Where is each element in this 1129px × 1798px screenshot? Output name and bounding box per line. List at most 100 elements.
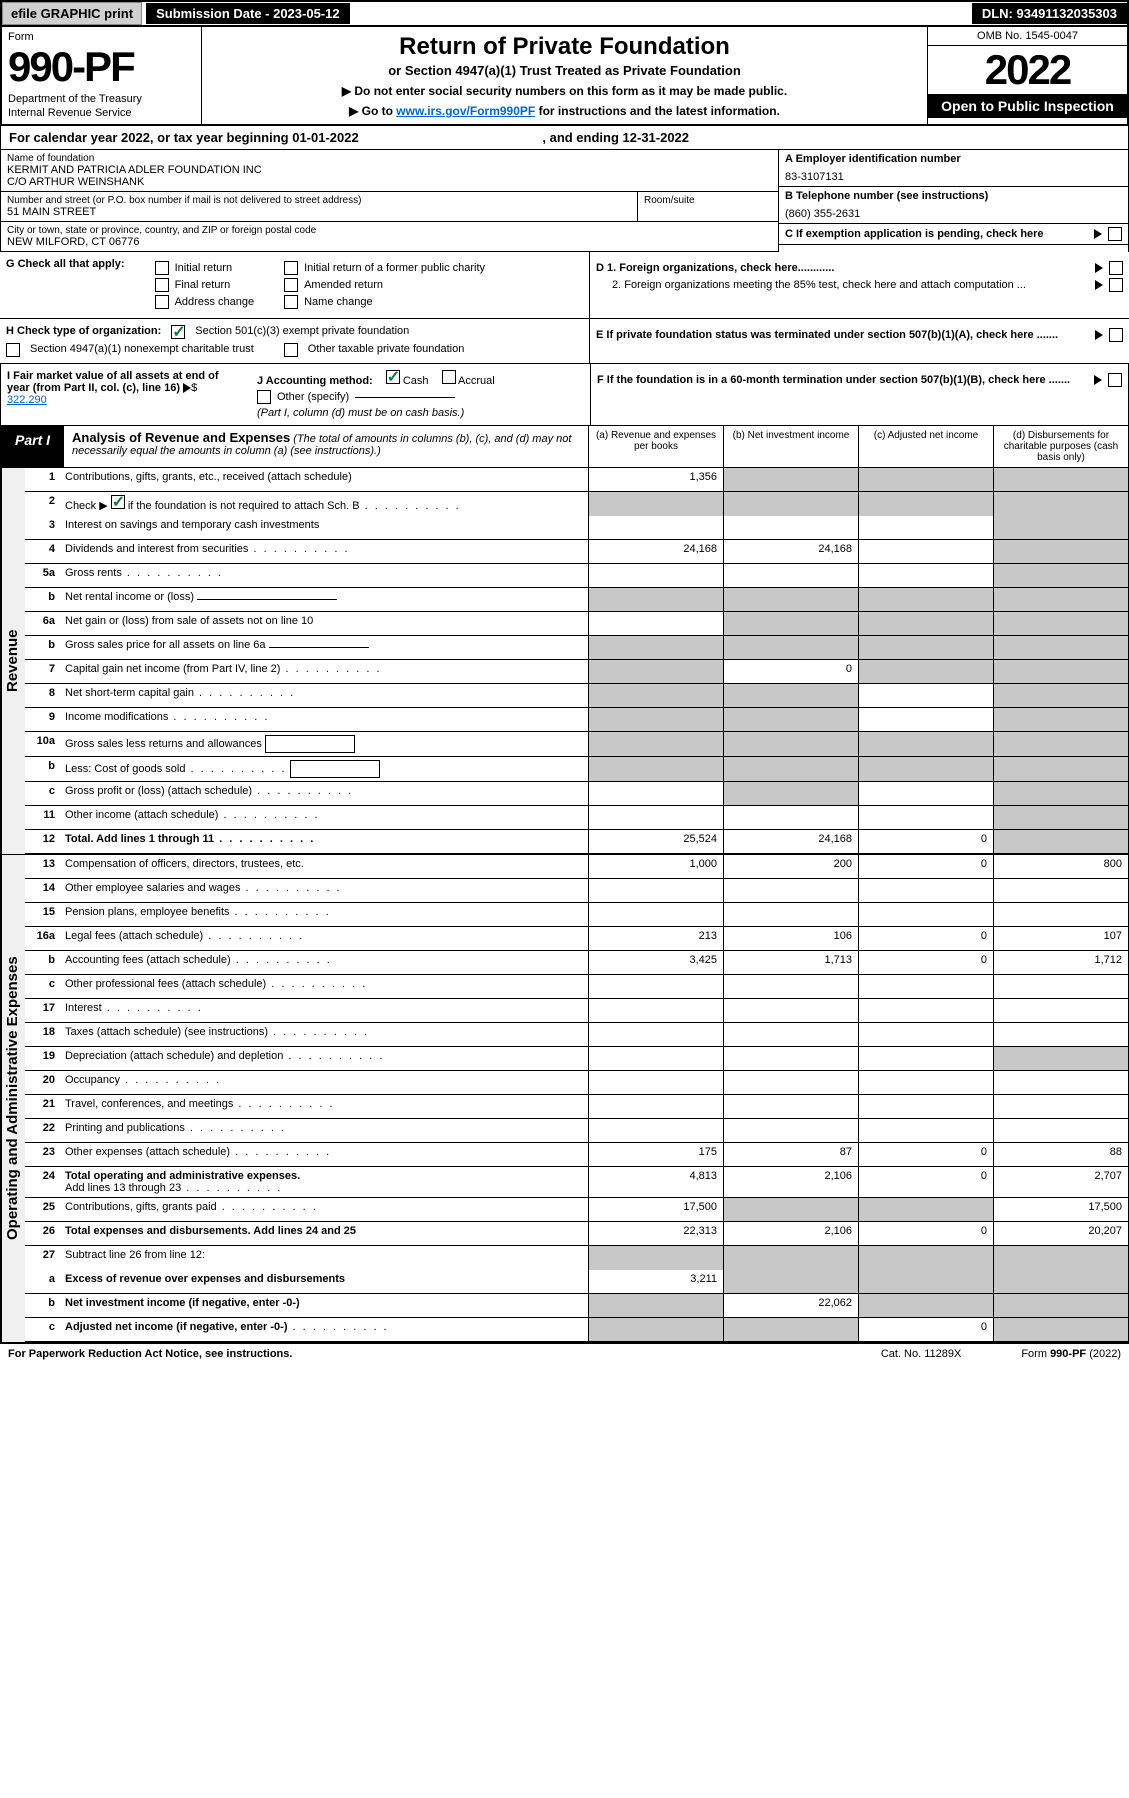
l20-a xyxy=(588,1071,723,1094)
d1-checkbox[interactable] xyxy=(1109,261,1123,275)
l1-num: 1 xyxy=(25,468,61,491)
l22-a xyxy=(588,1119,723,1142)
paperwork-notice: For Paperwork Reduction Act Notice, see … xyxy=(8,1348,292,1360)
efile-print-button[interactable]: efile GRAPHIC print xyxy=(2,2,142,25)
l6b-d xyxy=(993,636,1128,659)
d2-checkbox[interactable] xyxy=(1109,278,1123,292)
l9-b xyxy=(723,708,858,731)
l16b-num: b xyxy=(25,951,61,974)
l27b-d xyxy=(993,1294,1128,1317)
j-other-checkbox[interactable] xyxy=(257,390,271,404)
l5a-desc: Gross rents xyxy=(61,564,588,587)
l10a-d xyxy=(993,732,1128,756)
l10a-c xyxy=(858,732,993,756)
note2-post: for instructions and the latest informat… xyxy=(535,104,780,118)
fmv-value[interactable]: 322,290 xyxy=(7,394,47,406)
l5b-input[interactable] xyxy=(197,599,337,600)
j-cash-checkbox[interactable] xyxy=(386,370,400,384)
l25-c xyxy=(858,1198,993,1221)
tax-year: 2022 xyxy=(928,46,1127,94)
room-suite: Room/suite xyxy=(638,192,778,221)
l10b-c xyxy=(858,757,993,781)
l19-b xyxy=(723,1047,858,1070)
foundation-co: C/O ARTHUR WEINSHANK xyxy=(7,176,772,188)
l24-num: 24 xyxy=(25,1167,61,1197)
l14-b xyxy=(723,879,858,902)
note-link-row: ▶ Go to www.irs.gov/Form990PF for instru… xyxy=(208,104,921,118)
l27a-num: a xyxy=(25,1270,61,1293)
l5a-d xyxy=(993,564,1128,587)
h-other-checkbox[interactable] xyxy=(284,343,298,357)
g-former-checkbox[interactable] xyxy=(284,261,298,275)
l15-a xyxy=(588,903,723,926)
l10b-box[interactable] xyxy=(290,760,380,778)
l4-a: 24,168 xyxy=(588,540,723,563)
l27a-desc: Excess of revenue over expenses and disb… xyxy=(61,1270,588,1293)
g-amended-checkbox[interactable] xyxy=(284,278,298,292)
l24-d: 2,707 xyxy=(993,1167,1128,1197)
h-opt3: Other taxable private foundation xyxy=(308,343,465,357)
j-other: Other (specify) xyxy=(277,391,349,403)
l19-desc: Depreciation (attach schedule) and deple… xyxy=(61,1047,588,1070)
revenue-section: Revenue 1Contributions, gifts, grants, e… xyxy=(0,468,1129,855)
i-j-section: I Fair market value of all assets at end… xyxy=(1,364,591,425)
irs-link[interactable]: www.irs.gov/Form990PF xyxy=(396,104,535,118)
calendar-year-row: For calendar year 2022, or tax year begi… xyxy=(0,126,1129,150)
form-label: Form xyxy=(8,31,195,43)
l21-desc: Travel, conferences, and meetings xyxy=(61,1095,588,1118)
l3-desc: Interest on savings and temporary cash i… xyxy=(61,516,588,539)
h-label: H Check type of organization: xyxy=(6,325,161,339)
l21-a xyxy=(588,1095,723,1118)
l15-b xyxy=(723,903,858,926)
g-final-checkbox[interactable] xyxy=(155,278,169,292)
l21-c xyxy=(858,1095,993,1118)
calyear-begin: For calendar year 2022, or tax year begi… xyxy=(9,130,359,145)
l6a-num: 6a xyxy=(25,612,61,635)
g-section: G Check all that apply: Initial return F… xyxy=(0,252,590,318)
l15-desc: Pension plans, employee benefits xyxy=(61,903,588,926)
l12-c: 0 xyxy=(858,830,993,853)
g-name-checkbox[interactable] xyxy=(284,295,298,309)
l16b-c: 0 xyxy=(858,951,993,974)
l22-num: 22 xyxy=(25,1119,61,1142)
l27-desc: Subtract line 26 from line 12: xyxy=(61,1246,588,1270)
l23-c: 0 xyxy=(858,1143,993,1166)
f-checkbox[interactable] xyxy=(1108,373,1122,387)
l27a-b xyxy=(723,1270,858,1293)
l2-b xyxy=(723,492,858,516)
e-checkbox[interactable] xyxy=(1109,328,1123,342)
l17-desc: Interest xyxy=(61,999,588,1022)
h-501c3-checkbox[interactable] xyxy=(171,325,185,339)
l27b-c xyxy=(858,1294,993,1317)
name-label: Name of foundation xyxy=(7,153,772,164)
section-h-e: H Check type of organization: Section 50… xyxy=(0,319,1129,364)
l27-b xyxy=(723,1246,858,1270)
l8-a xyxy=(588,684,723,707)
section-i-j-f: I Fair market value of all assets at end… xyxy=(0,364,1129,426)
j-label: J Accounting method: xyxy=(257,375,373,387)
l2-checkbox[interactable] xyxy=(111,495,125,509)
l7-num: 7 xyxy=(25,660,61,683)
l6b-input[interactable] xyxy=(269,647,369,648)
col-d-header: (d) Disbursements for charitable purpose… xyxy=(993,426,1128,467)
j-accrual-checkbox[interactable] xyxy=(442,370,456,384)
f-label: F If the foundation is in a 60-month ter… xyxy=(597,374,1070,386)
j-other-input[interactable] xyxy=(355,397,455,398)
l16b-desc: Accounting fees (attach schedule) xyxy=(61,951,588,974)
dept-treasury: Department of the Treasury xyxy=(8,93,195,105)
topbar-left: efile GRAPHIC print Submission Date - 20… xyxy=(2,2,350,25)
addr-label: Number and street (or P.O. box number if… xyxy=(7,195,631,206)
form-title: Return of Private Foundation xyxy=(208,33,921,61)
l24-c: 0 xyxy=(858,1167,993,1197)
l26-b: 2,106 xyxy=(723,1222,858,1245)
l10a-box[interactable] xyxy=(265,735,355,753)
c-checkbox[interactable] xyxy=(1108,227,1122,241)
g-initial-checkbox[interactable] xyxy=(155,261,169,275)
h-4947-checkbox[interactable] xyxy=(6,343,20,357)
l13-num: 13 xyxy=(25,855,61,878)
g-opt2: Final return xyxy=(175,279,231,291)
l13-b: 200 xyxy=(723,855,858,878)
g-address-checkbox[interactable] xyxy=(155,295,169,309)
open-inspection: Open to Public Inspection xyxy=(928,94,1127,118)
l21-d xyxy=(993,1095,1128,1118)
